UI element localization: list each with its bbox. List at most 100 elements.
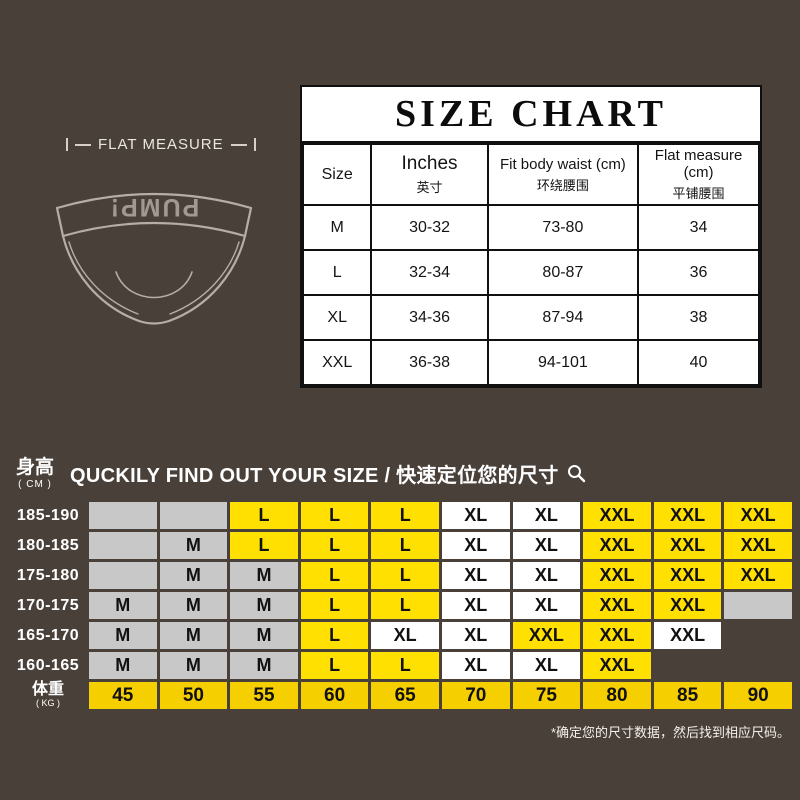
size-cell: XL — [512, 652, 581, 679]
size-cell: XXL — [724, 562, 792, 589]
height-range-label: 175-180 — [16, 566, 80, 584]
measure-tick-left — [66, 138, 68, 151]
size-cell: L — [230, 532, 298, 559]
size-cell: M — [230, 652, 298, 679]
size-cell: XXL — [583, 502, 651, 529]
size-cell: L — [300, 622, 369, 649]
finder-title: QUCKILY FIND OUT YOUR SIZE / 快速定位您的尺寸 — [70, 459, 586, 488]
size-cell: M — [159, 532, 228, 559]
fit-waist-cell: 94-101 — [486, 339, 640, 386]
measure-line-right — [230, 143, 247, 146]
size-cell — [724, 652, 792, 679]
size-cell: M — [230, 562, 298, 589]
flat-measure-cell: 36 — [637, 249, 760, 296]
briefs-illustration: PUMP! — [40, 166, 268, 369]
size-cell: L — [371, 532, 439, 559]
size-cell: XXL — [653, 532, 722, 559]
inches-cell: 30-32 — [370, 204, 489, 251]
size-cell: XL — [371, 622, 439, 649]
size-cell: XL — [441, 592, 510, 619]
size-cell: XL — [441, 502, 510, 529]
size-cell: M — [159, 652, 228, 679]
column-header-inches: Inches 英寸 — [370, 143, 489, 206]
size-cell: L — [300, 502, 369, 529]
size-cell — [89, 532, 157, 559]
finder-header: 身高 ( CM ) QUCKILY FIND OUT YOUR SIZE / 快… — [16, 457, 586, 490]
size-cell: L — [300, 562, 369, 589]
size-chart-header-row: Size Inches 英寸 Fit body waist (cm) 环绕腰围 … — [301, 143, 760, 206]
height-range-label: 160-165 — [16, 656, 80, 674]
size-cell: XXL — [583, 562, 651, 589]
size-cell — [654, 652, 722, 679]
weight-cell: 45 — [89, 682, 157, 709]
weight-cell: 75 — [512, 682, 581, 709]
size-cell: XXL — [724, 502, 792, 529]
size-cell: XL — [441, 652, 510, 679]
size-cell: M — [159, 562, 228, 589]
size-chart-title: SIZE CHART — [302, 87, 760, 143]
fit-waist-cell: 73-80 — [486, 204, 640, 251]
footnote: *确定您的尺寸数据，然后找到相应尺码。 — [550, 725, 790, 740]
size-cell: XL — [441, 532, 510, 559]
size-cell — [89, 562, 157, 589]
size-chart-body: M 30-32 73-80 34 L 32-34 80-87 36 XL 34-36 87-94 38… — [301, 204, 760, 386]
size-cell: M — [230, 592, 298, 619]
size-cell: XXL — [512, 622, 581, 649]
weight-axis-label: 体重( KG ) — [31, 681, 64, 709]
height-range-label: 185-190 — [16, 506, 80, 524]
size-cell: L — [300, 532, 369, 559]
weight-cell: 55 — [230, 682, 298, 709]
size-cell — [724, 592, 792, 619]
weight-cell: 80 — [583, 682, 651, 709]
flat-measure-marker: FLAT MEASURE — [66, 136, 256, 153]
size-cell: L — [371, 562, 439, 589]
size-cell: XL — [441, 562, 510, 589]
column-header-flat-measure: Flat measure (cm) 平铺腰围 — [637, 143, 760, 206]
size-cell: XL — [512, 502, 581, 529]
size-cell: XXL — [301, 339, 373, 386]
size-chart-row: L 32-34 80-87 36 — [301, 249, 760, 296]
size-cell: XXL — [653, 502, 722, 529]
size-cell: M — [159, 592, 228, 619]
height-axis-label: 身高 ( CM ) — [16, 457, 55, 490]
size-cell: XXL — [583, 532, 651, 559]
size-cell: L — [371, 652, 439, 679]
size-cell: XXL — [653, 562, 722, 589]
size-cell: M — [89, 622, 157, 649]
size-cell: XL — [301, 294, 373, 341]
column-header-size: Size — [301, 143, 373, 206]
weight-cell: 50 — [159, 682, 228, 709]
flat-measure-cell: 34 — [637, 204, 760, 251]
size-cell: L — [300, 592, 369, 619]
weight-cell: 90 — [724, 682, 792, 709]
size-cell: XXL — [724, 532, 792, 559]
fit-waist-cell: 80-87 — [486, 249, 640, 296]
flat-measure-cell: 38 — [637, 294, 760, 341]
magnifier-icon — [567, 465, 585, 483]
weight-cell: 60 — [300, 682, 369, 709]
size-chart-panel: SIZE CHART Size Inches 英寸 Fit body waist… — [300, 85, 762, 388]
size-chart-row: M 30-32 73-80 34 — [301, 204, 760, 251]
size-cell: XXL — [653, 622, 722, 649]
inches-cell: 36-38 — [370, 339, 489, 386]
size-cell: M — [89, 652, 157, 679]
height-range-label: 165-170 — [16, 626, 80, 644]
column-header-fit-body-waist: Fit body waist (cm) 环绕腰围 — [486, 143, 640, 206]
inches-cell: 34-36 — [370, 294, 489, 341]
flat-measure-label: FLAT MEASURE — [98, 136, 224, 153]
size-cell — [724, 622, 792, 649]
size-matrix: 185-190 L L L XL XL XXL XXL XXL 180-185 M L L L XL XL XX… — [10, 502, 792, 709]
size-cell: XXL — [653, 592, 722, 619]
size-cell: M — [301, 204, 373, 251]
size-chart-row: XXL 36-38 94-101 40 — [301, 339, 760, 386]
inches-cell: 32-34 — [370, 249, 489, 296]
weight-cell: 65 — [371, 682, 439, 709]
size-cell: L — [300, 652, 369, 679]
size-cell: L — [371, 502, 439, 529]
size-cell: XL — [441, 622, 510, 649]
size-cell: L — [230, 502, 298, 529]
size-cell: L — [301, 249, 373, 296]
size-cell — [89, 502, 157, 529]
weight-cell: 85 — [653, 682, 722, 709]
